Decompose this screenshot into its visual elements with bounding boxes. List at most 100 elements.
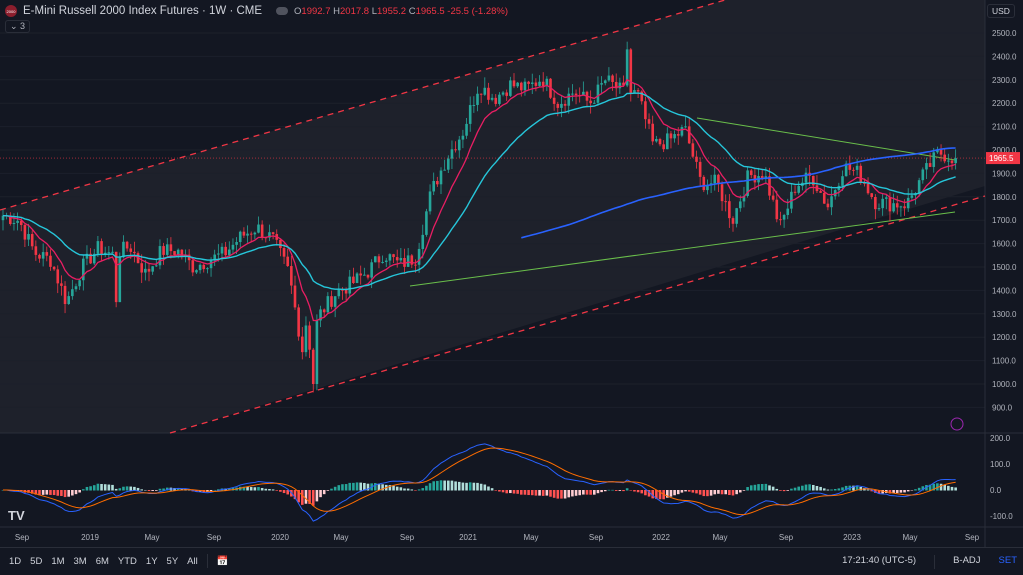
candle-body [122,241,125,258]
candle-body [242,231,246,236]
macd-histogram-bar [724,490,727,495]
candle-body [749,170,753,176]
candle-body [293,285,297,308]
price-tick: 2000.0 [992,146,1017,155]
macd-histogram-bar [487,486,490,491]
macd-histogram-bar [483,484,487,491]
candle-body [19,220,23,226]
candle-body [494,97,498,104]
badj-button[interactable]: B-ADJ [953,555,981,566]
macd-histogram-bar [804,484,808,491]
divider [934,555,936,569]
range-all[interactable]: All [187,555,198,567]
macd-histogram-bar [812,484,815,491]
macd-histogram-bar [505,490,508,494]
candle-body [771,195,775,200]
macd-histogram-bar [779,490,782,491]
currency-button[interactable]: USD [987,4,1015,18]
channel-fill [0,0,985,433]
macd-histogram-bar [582,490,585,495]
macd-histogram-bar [176,488,180,491]
candle-body [691,143,695,157]
candle-body [330,296,333,307]
divider [206,554,208,568]
calendar-icon[interactable]: 📅 [216,555,229,567]
macd-histogram-bar [552,490,556,498]
candle-body [655,139,658,142]
candle-body [684,126,687,128]
candle-body [355,273,359,283]
candle-body [450,149,454,159]
symbol-title[interactable]: E-Mini Russell 2000 Index Futures · 1W ·… [23,5,263,17]
price-chart[interactable]: 2500.0 2400.0 2300.0 2200.0 2100.0 2000.0 1900… [0,0,1023,547]
candle-body [567,93,571,106]
candle-body [282,248,286,257]
candle-body [804,172,808,183]
macd-histogram-bar [417,489,421,491]
candle-body [260,224,264,238]
candle-body [472,104,476,106]
macd-histogram-bar [377,483,381,491]
range-1y[interactable]: 1Y [145,555,158,567]
macd-tick: 200.0 [990,434,1011,443]
candle-body [202,264,206,270]
candle-body [520,82,523,91]
macd-histogram-bar [888,490,892,494]
candle-body [366,274,370,278]
candle-body [301,336,304,353]
macd-histogram-bar [315,490,319,502]
macd-histogram-bar [530,490,534,496]
macd-histogram-bar [538,490,541,496]
macd-histogram-bar [516,490,519,494]
macd-histogram-bar [523,490,527,495]
macd-histogram-bar [691,490,695,493]
macd-histogram-bar [133,486,136,491]
candle-body [917,180,921,194]
macd-histogram-bar [815,486,819,491]
candle-body [483,87,487,95]
candle-body [78,280,81,287]
range-6m[interactable]: 6M [95,555,109,567]
macd-histogram-bar [454,481,457,491]
clock[interactable]: 17:21:40 (UTC-5) [842,555,917,566]
candle-body [63,285,67,305]
candle-body [662,144,665,150]
candle-body [111,251,114,253]
time-tick: Sep [15,533,30,542]
macd-histogram-bar [593,490,596,495]
range-ytd[interactable]: YTD [117,555,137,567]
macd-histogram-bar [647,490,651,497]
candle-body [717,174,720,185]
range-5y[interactable]: 5Y [166,555,179,567]
macd-histogram-bar [673,490,676,496]
macd-histogram-bar [304,490,308,504]
candle-body [326,296,330,313]
candle-body [133,251,136,254]
candle-body [465,123,468,136]
macd-histogram-bar [260,487,264,491]
candle-body [224,246,227,256]
session-button[interactable]: SET [998,555,1017,566]
range-1m[interactable]: 1M [51,555,65,567]
macd-histogram-bar [644,490,647,496]
macd-histogram-bar [374,483,377,491]
candle-body [607,75,611,81]
candle-body [556,103,560,108]
time-tick: 2021 [459,533,477,542]
candle-body [501,92,505,95]
macd-histogram-bar [589,490,592,495]
range-5d[interactable]: 5D [30,555,43,567]
macd-histogram-bar [855,485,859,491]
macd-histogram-bar [366,483,370,491]
range-3m[interactable]: 3M [73,555,87,567]
candle-body [253,232,257,235]
indicators-toggle[interactable]: ⌄ 3 [5,20,31,33]
range-1d[interactable]: 1D [9,555,22,567]
candle-body [67,296,70,305]
macd-histogram-bar [520,490,523,495]
candle-body [822,192,826,204]
last-price-badge [986,152,1020,165]
macd-histogram-bar [527,490,530,496]
macd-histogram-bar [85,486,89,491]
candle-body [304,325,308,353]
